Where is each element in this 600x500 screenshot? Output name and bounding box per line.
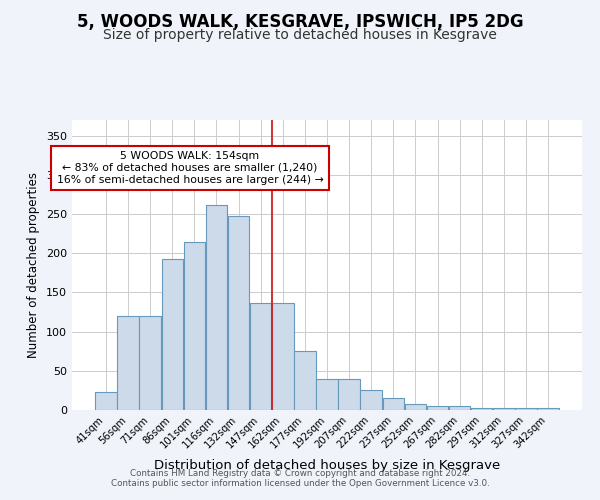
Bar <box>383 398 404 410</box>
Bar <box>449 406 470 410</box>
Text: 5, WOODS WALK, KESGRAVE, IPSWICH, IP5 2DG: 5, WOODS WALK, KESGRAVE, IPSWICH, IP5 2D… <box>77 12 523 30</box>
Bar <box>405 404 426 410</box>
Bar <box>427 406 448 410</box>
Bar <box>272 302 293 410</box>
Text: Contains public sector information licensed under the Open Government Licence v3: Contains public sector information licen… <box>110 478 490 488</box>
Bar <box>206 204 227 410</box>
Bar <box>515 408 537 410</box>
Bar <box>338 378 360 410</box>
Bar <box>538 408 559 410</box>
Bar <box>361 390 382 410</box>
Bar <box>184 242 205 410</box>
Bar <box>250 302 271 410</box>
Bar <box>161 258 183 410</box>
X-axis label: Distribution of detached houses by size in Kesgrave: Distribution of detached houses by size … <box>154 459 500 472</box>
Bar <box>493 408 515 410</box>
Bar <box>139 316 161 410</box>
Bar <box>294 351 316 410</box>
Text: Contains HM Land Registry data © Crown copyright and database right 2024.: Contains HM Land Registry data © Crown c… <box>130 468 470 477</box>
Y-axis label: Number of detached properties: Number of detached properties <box>28 172 40 358</box>
Bar <box>95 392 116 410</box>
Bar <box>471 408 493 410</box>
Bar <box>316 378 338 410</box>
Text: Size of property relative to detached houses in Kesgrave: Size of property relative to detached ho… <box>103 28 497 42</box>
Bar <box>228 216 249 410</box>
Text: 5 WOODS WALK: 154sqm
← 83% of detached houses are smaller (1,240)
16% of semi-de: 5 WOODS WALK: 154sqm ← 83% of detached h… <box>56 152 323 184</box>
Bar <box>117 316 139 410</box>
